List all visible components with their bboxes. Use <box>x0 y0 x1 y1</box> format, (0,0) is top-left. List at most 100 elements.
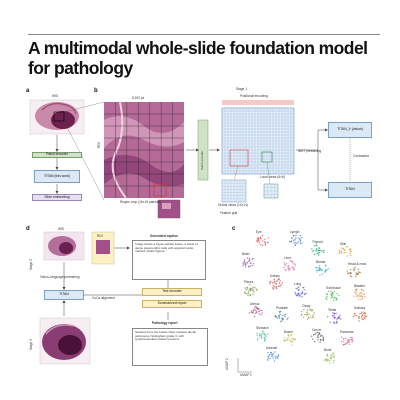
umap-point <box>332 312 334 314</box>
umap-point <box>311 338 314 340</box>
umap-cluster-label: Ovary <box>302 304 311 308</box>
umap-point <box>324 359 326 362</box>
umap-point <box>264 338 266 340</box>
umap-point <box>358 298 360 300</box>
umap-point <box>289 268 291 270</box>
umap-point <box>267 355 269 357</box>
umap-cluster-label: Bone <box>324 348 332 352</box>
umap-point <box>332 293 334 295</box>
umap-point <box>340 336 343 338</box>
umap-point <box>301 310 303 313</box>
umap-point <box>257 237 260 239</box>
umap-point <box>275 280 277 283</box>
umap-cluster-label: Breast <box>316 260 326 264</box>
umap-point <box>313 244 316 247</box>
umap-point <box>351 338 353 341</box>
umap-point <box>267 352 269 354</box>
umap-point <box>266 333 269 335</box>
umap-point <box>311 317 313 319</box>
arrow-b5-head <box>325 188 328 192</box>
panel-label-a: a <box>26 88 30 94</box>
umap-point <box>346 270 348 272</box>
umap-cluster-label: Pleura <box>244 280 254 284</box>
umap-point <box>295 294 298 297</box>
umap-point <box>283 266 285 269</box>
umap-point <box>352 268 355 270</box>
umap-point <box>275 283 277 285</box>
umap-point <box>267 241 269 244</box>
umap-point <box>287 334 289 336</box>
umap-point <box>325 358 327 360</box>
roi-patch-grid <box>104 102 184 198</box>
umap-point <box>259 309 261 312</box>
umap-point <box>342 344 344 346</box>
umap-point <box>354 266 356 269</box>
umap-point <box>254 305 256 308</box>
roi-side-label: ROI <box>97 142 101 148</box>
umap-point <box>253 291 255 293</box>
umap-point <box>318 247 320 249</box>
umap-point <box>359 312 361 315</box>
umap-point <box>273 278 276 281</box>
umap-point <box>333 296 335 299</box>
umap-point <box>333 362 335 364</box>
summarized-report-box: Summarized report <box>142 300 202 308</box>
umap-point <box>345 246 347 248</box>
umap-point <box>350 254 352 257</box>
umap-point <box>339 314 341 316</box>
umap-point <box>247 294 249 297</box>
umap-point <box>341 247 343 249</box>
umap-point <box>349 268 352 271</box>
umap-point <box>279 285 281 287</box>
umap-point <box>328 362 331 364</box>
umap-point <box>250 310 252 312</box>
umap-point <box>353 312 356 315</box>
umap-cluster-label: Eye <box>256 230 262 234</box>
umap-point <box>319 332 321 335</box>
umap-point <box>363 316 365 319</box>
umap-point <box>287 265 290 267</box>
umap-point <box>260 314 262 316</box>
umap-point <box>245 263 247 265</box>
umap-point <box>346 342 348 344</box>
umap-point <box>354 268 356 270</box>
umap-point <box>275 285 278 287</box>
umap-point <box>291 237 293 239</box>
umap-cluster-label: Pancreas <box>340 330 354 334</box>
umap-point <box>257 308 259 310</box>
umap-point <box>258 242 261 244</box>
umap-point <box>273 286 276 288</box>
umap-point <box>352 315 355 318</box>
umap-point <box>336 320 338 322</box>
umap-point <box>294 338 297 340</box>
umap-point <box>361 317 363 319</box>
umap-point <box>264 238 266 240</box>
umap-point <box>255 312 257 314</box>
umap-point <box>278 315 280 317</box>
umap-point <box>279 313 281 316</box>
umap-point <box>362 318 364 321</box>
umap-point <box>289 259 291 262</box>
umap-point <box>308 313 310 315</box>
arrow-a3-head <box>55 191 59 194</box>
umap-point <box>350 276 353 278</box>
umap-point <box>354 293 357 295</box>
title-line-2: for pathology <box>28 58 133 78</box>
umap-point <box>283 339 285 342</box>
pathology-report-text: Sections from the breast show invasive d… <box>132 328 208 366</box>
umap-point <box>313 253 316 256</box>
umap-point <box>246 257 249 259</box>
umap-point <box>251 311 253 314</box>
umap-point <box>296 242 298 245</box>
umap-scatter <box>242 234 368 364</box>
umap-point <box>252 263 255 265</box>
umap-point <box>324 271 326 273</box>
d-roi-thumbnail <box>96 240 110 254</box>
umap-point <box>305 313 308 316</box>
umap-point <box>301 237 303 239</box>
umap-point <box>257 337 259 339</box>
stage1-label: Stage 1 <box>236 87 247 91</box>
umap-point <box>357 273 359 275</box>
title-rule <box>28 34 380 35</box>
titan-box-b: TITAN <box>328 182 372 198</box>
